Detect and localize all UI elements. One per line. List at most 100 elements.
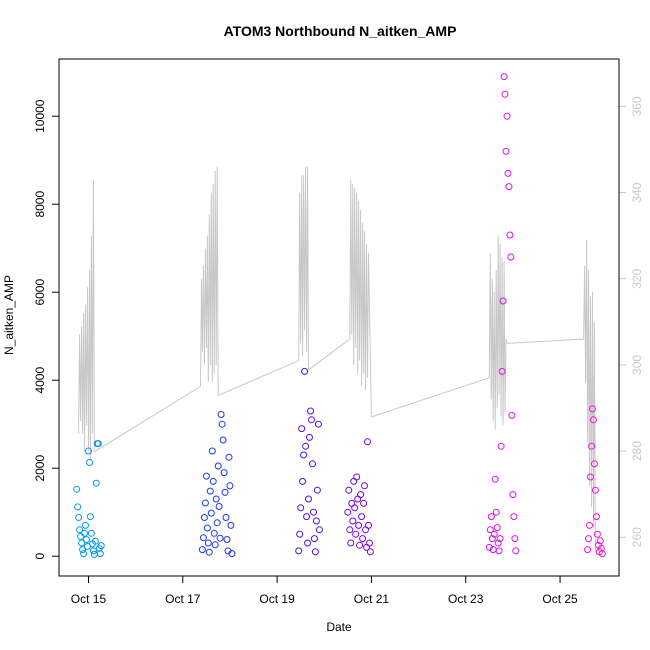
data-point (499, 297, 507, 305)
scatter-points (73, 73, 606, 558)
y-left-tick-label: 8000 (33, 191, 47, 218)
plot-frame (58, 58, 620, 577)
data-point (214, 462, 222, 470)
data-point (493, 524, 501, 532)
data-point (344, 508, 352, 516)
x-tick-label: Oct 15 (71, 592, 107, 606)
data-point (227, 521, 235, 529)
data-point (203, 524, 211, 532)
data-point (511, 535, 519, 543)
data-point (590, 416, 597, 424)
data-point (81, 529, 88, 537)
data-point (303, 513, 311, 521)
data-point (498, 367, 506, 375)
data-point (491, 475, 499, 483)
data-point (589, 405, 596, 413)
data-point (206, 487, 214, 495)
data-point (308, 416, 315, 424)
data-point (353, 473, 361, 481)
data-point (358, 513, 366, 521)
data-point (73, 485, 81, 493)
data-point (587, 473, 594, 481)
x-tick-label: Oct 23 (448, 592, 484, 606)
data-point (200, 514, 208, 521)
data-point (298, 425, 306, 433)
data-point (90, 550, 98, 558)
data-point (310, 535, 318, 543)
data-point (487, 513, 495, 521)
data-point (207, 509, 215, 517)
data-point (211, 541, 219, 549)
data-point (86, 513, 94, 521)
x-tick-label: Oct 21 (354, 592, 390, 606)
data-point (78, 539, 86, 547)
data-point (597, 544, 605, 552)
data-point (585, 535, 592, 543)
data-point (345, 486, 353, 494)
y-left-tick-label: 6000 (33, 279, 47, 306)
right-axis-series-line (78, 166, 598, 555)
y-right-tick-label: 260 (630, 527, 644, 547)
data-point (94, 440, 102, 448)
data-point (216, 534, 224, 542)
axes: Oct 15 Oct 17 Oct 19 Oct 21 Oct 23 Oct 25 0 200… (33, 96, 644, 606)
data-point (364, 438, 371, 446)
data-point (354, 495, 362, 503)
y-axis-label: N_aitken_AMP (2, 275, 16, 355)
data-point (506, 231, 514, 239)
y-right-tick-label: 360 (630, 96, 644, 116)
data-point (500, 73, 508, 81)
data-point (593, 530, 601, 538)
data-point (588, 442, 595, 450)
data-point (350, 477, 358, 485)
data-point (221, 488, 229, 496)
data-point (74, 503, 82, 511)
data-point (312, 517, 320, 525)
data-point (494, 539, 502, 547)
data-point (304, 539, 312, 547)
x-tick-label: Oct 19 (259, 592, 295, 606)
data-point (91, 537, 99, 545)
data-point (501, 90, 509, 98)
data-point (505, 183, 513, 191)
x-axis-label: Date (326, 620, 352, 634)
data-point (348, 499, 356, 507)
data-point (492, 508, 500, 516)
data-point (351, 504, 359, 512)
data-point (485, 543, 493, 551)
data-point (584, 546, 592, 554)
y-left-tick-label: 0 (33, 553, 47, 560)
data-point (510, 513, 518, 521)
data-point (296, 530, 304, 538)
data-point (226, 482, 234, 490)
data-point (362, 526, 369, 534)
data-point (222, 514, 230, 521)
data-point (488, 535, 496, 543)
data-point (314, 420, 322, 428)
data-point (592, 513, 600, 521)
data-point (228, 550, 236, 558)
data-point (76, 526, 84, 534)
y-left-tick-label: 10000 (33, 99, 47, 133)
data-point (591, 486, 599, 494)
data-point (96, 550, 104, 558)
data-point (97, 542, 105, 550)
data-point (503, 112, 511, 120)
data-point (512, 547, 520, 555)
data-point (347, 539, 355, 547)
data-point (82, 521, 89, 529)
data-point (218, 420, 226, 428)
data-point (201, 499, 209, 507)
data-point (305, 495, 312, 503)
data-point (311, 548, 319, 556)
data-point (198, 546, 206, 554)
data-point (349, 517, 357, 525)
data-point (80, 550, 88, 558)
chart-title: ATOM3 Northbound N_aitken_AMP (224, 23, 457, 39)
data-point (356, 541, 364, 549)
data-point (199, 534, 207, 542)
series-line (78, 166, 598, 555)
data-point (590, 460, 598, 468)
data-point (300, 451, 308, 459)
